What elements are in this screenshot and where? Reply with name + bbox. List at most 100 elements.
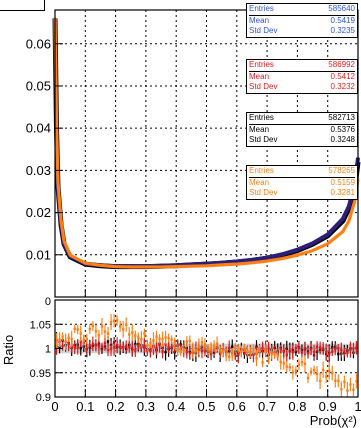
x-tick-label: 0.3 — [137, 399, 155, 414]
ratio-data-point — [106, 348, 110, 352]
ratio-data-point — [309, 370, 313, 373]
ratio-data-point — [167, 336, 170, 340]
ratio-data-point — [182, 348, 185, 351]
ratio-data-point — [100, 345, 104, 348]
main-data-point — [63, 240, 65, 243]
ratio-data-point — [349, 383, 352, 386]
ratio-data-point — [121, 346, 125, 349]
ratio-data-point — [231, 353, 234, 356]
x-tick-label: 1 — [354, 399, 361, 414]
ratio-data-point — [118, 325, 122, 328]
ratio-data-point — [288, 365, 292, 369]
ratio-y-tick-label: 0.9 — [36, 392, 51, 404]
ratio-data-point — [352, 388, 355, 391]
ratio-y-tick-label: 0.95 — [30, 368, 51, 380]
main-data-point — [160, 266, 162, 268]
ratio-data-point — [103, 341, 107, 345]
entries-label: Entries — [249, 113, 274, 122]
ratio-data-point — [355, 380, 358, 383]
ratio-data-point — [79, 346, 82, 350]
ratio-data-point — [125, 345, 128, 348]
ratio-data-point — [73, 327, 76, 330]
main-data-point — [296, 254, 299, 257]
x-tick-label: 0.2 — [107, 399, 125, 414]
x-tick-label: 0.8 — [288, 399, 306, 414]
main-data-point — [57, 182, 59, 184]
ratio-data-point — [294, 369, 298, 373]
ratio-data-point — [231, 345, 234, 348]
ratio-data-point — [228, 355, 231, 359]
main-data-point — [311, 249, 314, 252]
ratio-data-point — [276, 354, 279, 358]
ratio-data-point — [137, 344, 140, 348]
ratio-data-point — [115, 319, 119, 322]
ratio-data-point — [164, 350, 167, 354]
main-data-point — [99, 264, 102, 267]
stats-box-red: Entries 586992 Mean 0.5412 Std Dev 0.323… — [246, 59, 358, 94]
entries-value: 586992 — [328, 60, 355, 69]
ratio-data-point — [270, 352, 273, 355]
ratio-data-point — [67, 336, 70, 339]
x-tick-label: 0.5 — [197, 399, 215, 414]
ratio-data-point — [209, 347, 213, 350]
ratio-data-point — [343, 380, 346, 384]
ratio-data-point — [228, 346, 231, 350]
ratio-data-point — [273, 353, 276, 356]
x-tick-label: 0.6 — [228, 399, 246, 414]
ratio-data-point — [58, 338, 61, 341]
ratio-data-point — [255, 356, 258, 360]
main-data-point — [129, 266, 132, 268]
stats-mean-row: Mean 0.5376 — [249, 125, 355, 136]
ratio-data-point — [349, 348, 352, 351]
mean-label: Mean — [249, 124, 270, 134]
ratio-data-point — [252, 348, 255, 351]
ratio-data-point — [297, 363, 301, 366]
ratio-data-point — [161, 350, 164, 353]
ratio-data-point — [303, 346, 307, 350]
ratio-data-point — [212, 344, 216, 348]
ratio-data-point — [340, 388, 343, 391]
entries-value: 578265 — [328, 166, 355, 175]
ratio-data-point — [200, 341, 204, 344]
main-data-point — [342, 230, 344, 233]
stats-box-black: Entries 582713 Mean 0.5376 Std Dev 0.324… — [246, 112, 358, 147]
ratio-data-point — [128, 333, 131, 336]
ratio-data-point — [328, 369, 331, 373]
ratio-data-point — [61, 345, 64, 348]
ratio-data-point — [143, 332, 146, 335]
ratio-data-point — [85, 337, 89, 341]
main-data-point — [354, 199, 356, 201]
main-data-point — [251, 262, 253, 264]
ratio-data-point — [85, 347, 89, 350]
stats-mean-row: Mean 0.5412 — [249, 72, 355, 83]
ratio-data-point — [355, 346, 358, 349]
ratio-uncertainty-band — [55, 343, 358, 354]
ratio-data-point — [131, 346, 134, 350]
ratio-data-point — [76, 346, 79, 349]
ratio-data-point — [328, 353, 331, 356]
ratio-data-point — [109, 320, 113, 324]
ratio-data-point — [109, 347, 113, 350]
ratio-data-point — [312, 368, 316, 372]
ratio-data-point — [331, 371, 334, 375]
ratio-data-point — [324, 351, 328, 354]
ratio-data-point — [331, 346, 334, 349]
ratio-data-point — [334, 379, 337, 382]
main-plot-area — [55, 10, 358, 297]
ratio-data-point — [82, 338, 85, 342]
ratio-data-point — [279, 360, 282, 364]
main-data-point — [342, 218, 344, 220]
ratio-data-point — [128, 345, 131, 349]
main-data-point — [266, 260, 268, 262]
ratio-data-point — [218, 349, 222, 352]
main-y-tick-label: 0.04 — [26, 121, 51, 136]
entries-label: Entries — [249, 4, 274, 13]
ratio-data-point — [67, 342, 70, 346]
ratio-y-axis-title: Ratio — [1, 335, 16, 365]
ratio-data-point — [91, 324, 95, 328]
title-box — [0, 0, 45, 11]
ratio-data-point — [321, 347, 325, 350]
main-data-point — [220, 262, 223, 264]
ratio-data-point — [315, 345, 319, 349]
ratio-data-point — [88, 327, 92, 331]
